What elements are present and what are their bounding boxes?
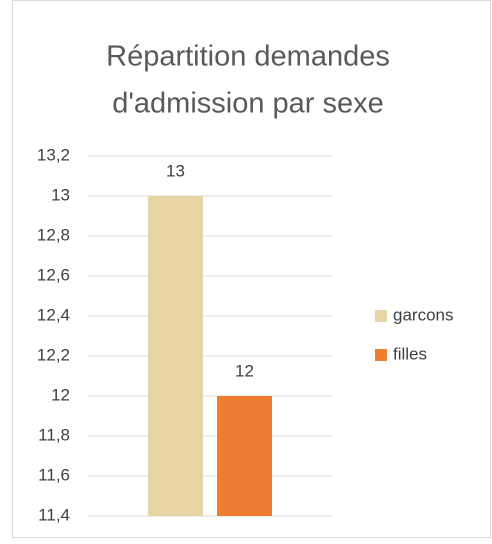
legend-swatch bbox=[375, 310, 387, 322]
y-tick-label: 11,4 bbox=[38, 505, 70, 524]
y-tick-label: 12,2 bbox=[37, 345, 70, 364]
y-tick-label: 12,8 bbox=[37, 225, 70, 244]
y-tick-label: 12 bbox=[51, 385, 70, 404]
bar bbox=[148, 196, 203, 516]
chart-title: d'admission par sexe bbox=[112, 88, 384, 120]
bar bbox=[217, 396, 272, 516]
y-tick-label: 13,2 bbox=[37, 145, 70, 164]
legend-swatch bbox=[375, 349, 387, 361]
data-label: 13 bbox=[166, 161, 185, 180]
y-tick-label: 13 bbox=[51, 185, 70, 204]
legend-label: filles bbox=[393, 344, 427, 363]
y-tick-label: 12,6 bbox=[37, 265, 70, 284]
y-tick-label: 11,8 bbox=[38, 425, 70, 444]
legend-label: garcons bbox=[393, 305, 453, 324]
chart-title: Répartition demandes bbox=[106, 41, 390, 73]
y-tick-label: 12,4 bbox=[37, 305, 70, 324]
data-label: 12 bbox=[235, 361, 254, 380]
y-tick-label: 11,6 bbox=[38, 465, 70, 484]
